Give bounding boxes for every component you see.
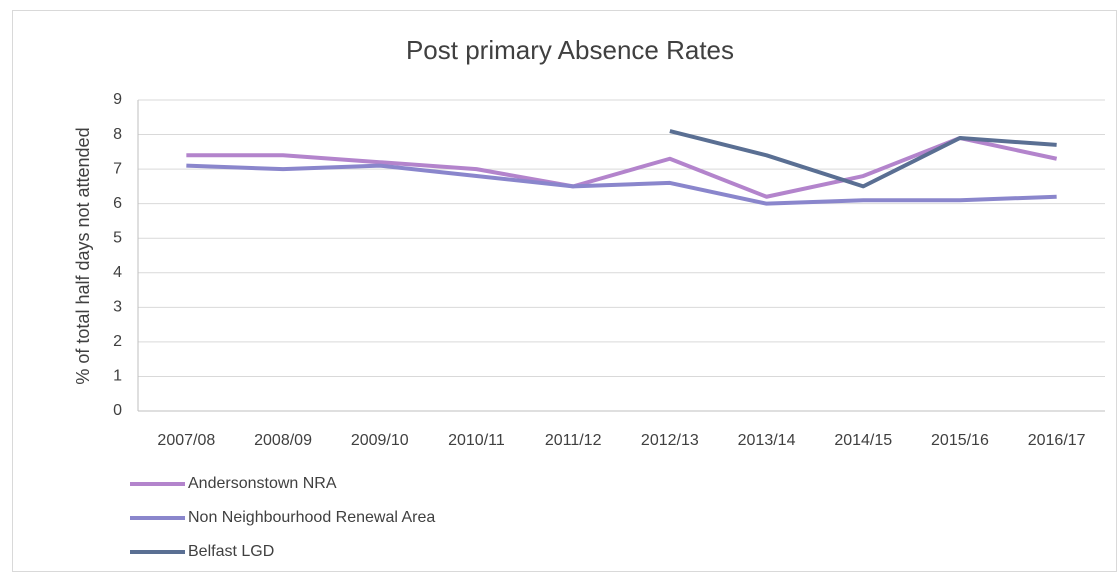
x-tick-label: 2012/13 xyxy=(641,432,699,449)
y-tick-label: 1 xyxy=(113,368,122,385)
y-tick-label: 0 xyxy=(113,402,122,419)
legend-label: Belfast LGD xyxy=(188,543,274,560)
chart-title: Post primary Absence Rates xyxy=(406,35,734,65)
y-tick-label: 6 xyxy=(113,195,122,212)
y-axis-label: % of total half days not attended xyxy=(73,127,93,384)
chart-frame xyxy=(12,10,1117,572)
x-tick-label: 2009/10 xyxy=(351,432,409,449)
y-tick-label: 4 xyxy=(113,264,122,281)
x-tick-label: 2010/11 xyxy=(448,432,505,449)
series-line xyxy=(186,163,1057,206)
y-tick-label: 8 xyxy=(113,126,122,143)
y-tick-label: 9 xyxy=(113,91,122,108)
x-tick-label: 2007/08 xyxy=(157,432,215,449)
y-tick-label: 7 xyxy=(113,160,122,177)
x-tick-label: 2011/12 xyxy=(545,432,602,449)
series-line xyxy=(186,136,1058,199)
x-tick-label: 2013/14 xyxy=(738,432,796,449)
y-tick-label: 5 xyxy=(113,229,122,246)
legend-label: Andersonstown NRA xyxy=(188,475,337,492)
legend-label: Non Neighbourhood Renewal Area xyxy=(188,509,435,526)
y-tick-label: 2 xyxy=(113,333,122,350)
x-tick-label: 2015/16 xyxy=(931,432,989,449)
x-tick-label: 2016/17 xyxy=(1028,432,1086,449)
x-tick-label: 2008/09 xyxy=(254,432,312,449)
x-tick-label: 2014/15 xyxy=(834,432,892,449)
y-tick-label: 3 xyxy=(113,299,122,316)
series-line xyxy=(669,129,1057,189)
